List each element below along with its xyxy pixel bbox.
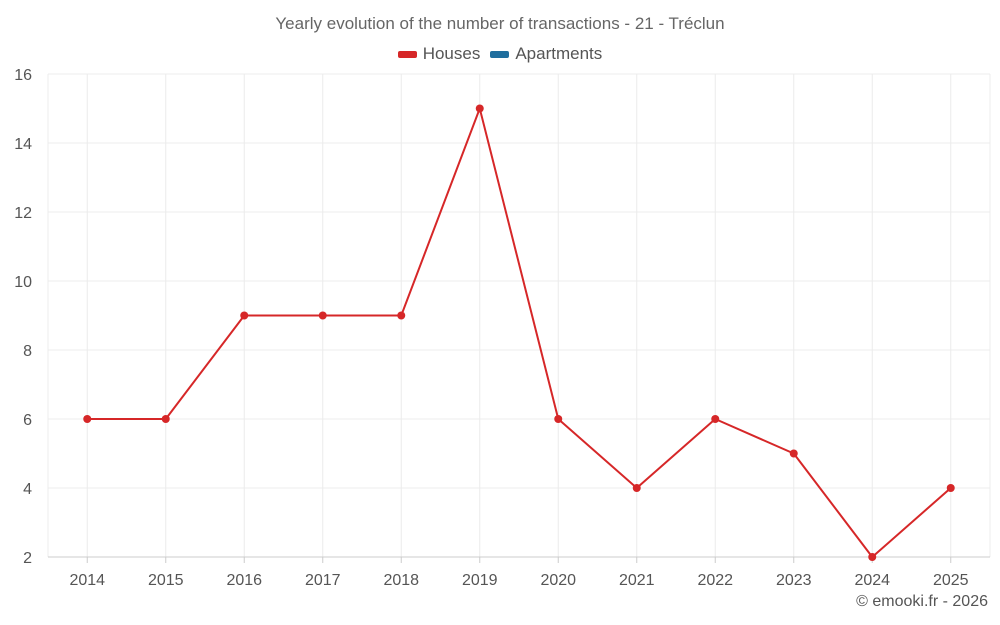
chart-title: Yearly evolution of the number of transa… <box>275 14 725 33</box>
x-tick-label: 2020 <box>540 572 576 589</box>
x-tick-label: 2015 <box>148 572 184 589</box>
y-tick-label: 8 <box>23 343 32 360</box>
legend-label-houses: Houses <box>422 44 481 63</box>
y-tick-label: 6 <box>23 412 32 429</box>
data-point-houses <box>318 311 327 320</box>
data-point-houses <box>475 104 484 113</box>
legend-swatch-houses <box>397 50 417 58</box>
legend: Houses Apartments <box>0 44 1000 64</box>
y-tick-label: 12 <box>14 205 32 222</box>
series-line-houses <box>87 107 952 558</box>
y-tick-label: 2 <box>23 550 32 567</box>
x-tick-label: 2016 <box>226 572 262 589</box>
credit-text: © emooki.fr - 2026 <box>856 593 988 610</box>
data-point-houses <box>397 311 406 320</box>
legend-label-apartments: Apartments <box>515 44 603 63</box>
x-tick-label: 2023 <box>776 572 812 589</box>
y-tick-label: 16 <box>14 67 32 84</box>
legend-item-houses[interactable]: Houses <box>397 44 481 64</box>
data-point-houses <box>711 415 720 423</box>
x-tick-label: 2022 <box>697 572 733 589</box>
data-point-houses <box>83 415 92 423</box>
x-tick-label: 2024 <box>854 572 890 589</box>
x-tick-label: 2019 <box>462 572 498 589</box>
y-tick-label: 10 <box>14 274 32 291</box>
data-point-houses <box>554 415 563 423</box>
data-point-houses <box>161 415 170 423</box>
x-tick-label: 2018 <box>383 572 419 589</box>
x-tick-label: 2017 <box>305 572 341 589</box>
x-tick-label: 2021 <box>619 572 655 589</box>
data-point-houses <box>868 553 877 561</box>
legend-item-apartments[interactable]: Apartments <box>490 44 602 64</box>
y-tick-label: 14 <box>14 136 32 153</box>
data-point-houses <box>946 484 955 492</box>
legend-swatch-apartments <box>490 50 510 58</box>
x-tick-label: 2025 <box>933 572 969 589</box>
data-point-houses <box>632 484 641 492</box>
data-point-houses <box>789 449 798 458</box>
data-point-houses <box>240 311 249 320</box>
x-tick-label: 2014 <box>69 572 105 589</box>
y-tick-label: 4 <box>23 481 32 498</box>
